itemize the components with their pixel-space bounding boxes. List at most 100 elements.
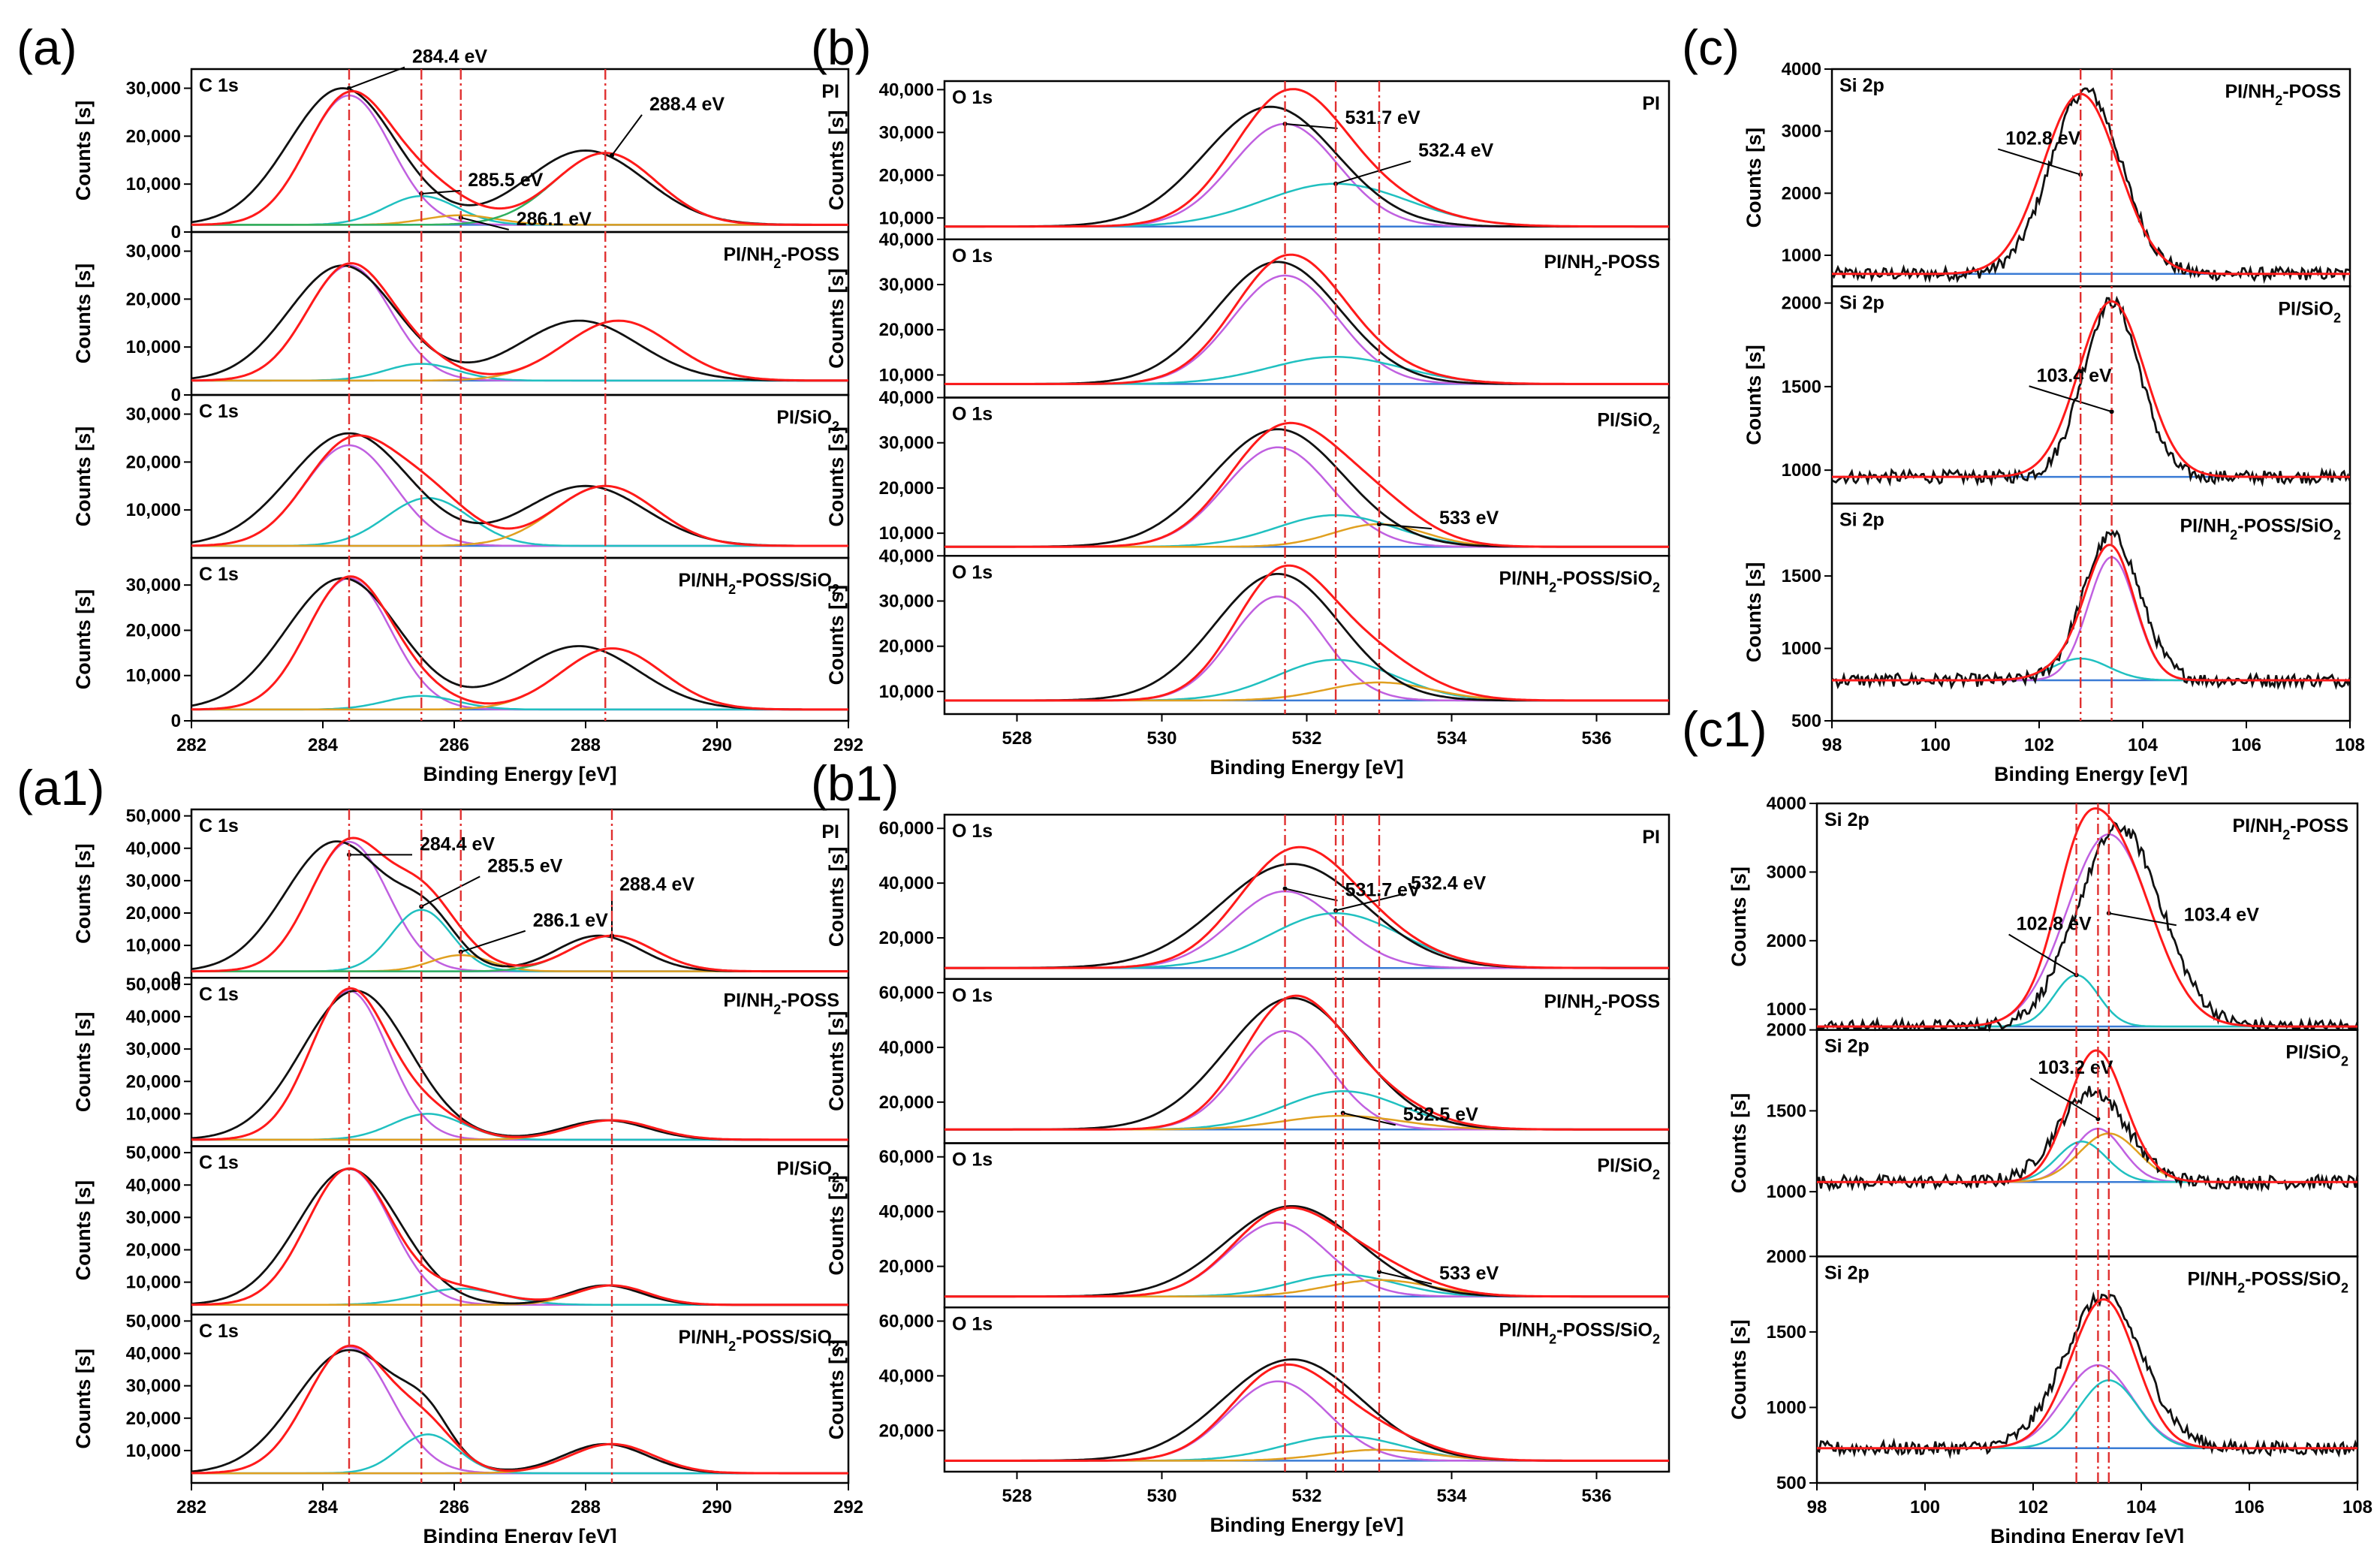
subplot-title: O 1s xyxy=(952,246,993,267)
subplot-title: Si 2p xyxy=(1839,510,1884,531)
y-axis-title: Counts [s] xyxy=(72,426,95,526)
sample-part: -POSS xyxy=(1601,252,1660,273)
subplot-title: C 1s xyxy=(199,1321,239,1342)
subplot-frame xyxy=(943,80,1671,240)
y-tick-label: 60,000 xyxy=(879,983,934,1003)
x-tick-label: 532 xyxy=(1291,728,1321,749)
sample-subscript: 2 xyxy=(1594,264,1601,279)
subplot: 0 10,000 20,000 30,000 40,000 50,000 Counts [s… xyxy=(72,806,850,988)
annotation-label: 286.1 eV xyxy=(533,910,608,931)
sample-part: PI/NH xyxy=(1499,1319,1549,1340)
y-tick-label: 1000 xyxy=(1782,639,1821,659)
y-tick-label: 10,000 xyxy=(879,208,934,228)
y-axis-title: Counts [s] xyxy=(72,843,95,943)
sample-subscript: 2 xyxy=(832,582,839,597)
y-tick-label: 2000 xyxy=(1782,183,1821,203)
y-tick-label: 20,000 xyxy=(126,903,181,924)
fit-peak-3 xyxy=(944,1114,1669,1131)
y-tick-label: 50,000 xyxy=(126,1143,181,1163)
raw-spectrum xyxy=(944,261,1669,385)
y-tick-label: 1000 xyxy=(1767,1397,1806,1418)
sample-label: PI xyxy=(821,821,839,842)
annotation-arrow xyxy=(420,875,481,908)
y-axis-title: Counts [s] xyxy=(825,1011,848,1111)
fit-envelope xyxy=(944,1363,1669,1462)
chart-a1: (a1) 0 10,000 20,000 30,000 40,000 50,000 Count… xyxy=(17,760,863,1543)
sample-subscript: 2 xyxy=(1549,1331,1556,1346)
sample-part: PI/NH xyxy=(1544,252,1595,273)
y-axis-title: Counts [s] xyxy=(1728,1319,1750,1419)
y-tick-label: 40,000 xyxy=(126,1344,181,1364)
fit-envelope xyxy=(1832,92,2350,276)
y-tick-label: 1000 xyxy=(1782,460,1821,481)
y-tick-label: 40,000 xyxy=(879,230,934,250)
y-axis-title: Counts [s] xyxy=(72,589,95,689)
annotation-label: 533 eV xyxy=(1439,508,1499,529)
annotation-arrow xyxy=(1335,160,1411,185)
x-tick-label: 530 xyxy=(1146,728,1176,749)
sample-label: PI/NH2-POSS xyxy=(724,990,840,1017)
x-tick-label: 104 xyxy=(2126,1497,2157,1517)
fit-envelope xyxy=(1817,1297,2357,1450)
raw-spectrum xyxy=(1831,295,2351,487)
y-axis-title: Counts [s] xyxy=(1728,1093,1750,1193)
y-tick-label: 10,000 xyxy=(126,1441,181,1461)
sample-label: PI/NH2-POSS/SiO2 xyxy=(2180,516,2341,543)
y-tick-label: 40,000 xyxy=(879,388,934,408)
x-tick-label: 290 xyxy=(702,735,732,755)
annotation-label: 285.5 eV xyxy=(487,855,562,876)
fit-peak-2 xyxy=(191,909,848,972)
y-tick-label: 20,000 xyxy=(879,165,934,185)
x-tick-label: 292 xyxy=(833,1497,863,1517)
sample-subscript: 2 xyxy=(1594,1003,1601,1018)
fit-peak-3 xyxy=(191,1284,848,1306)
y-tick-label: 10,000 xyxy=(879,523,934,544)
y-tick-label: 10,000 xyxy=(879,682,934,702)
fit-envelope xyxy=(944,88,1669,228)
y-tick-label: 30,000 xyxy=(126,405,181,425)
annotation-label: 284.4 eV xyxy=(420,833,495,854)
y-tick-label: 10,000 xyxy=(126,936,181,956)
subplot-frame xyxy=(190,1313,850,1484)
y-tick-label: 40,000 xyxy=(879,1366,934,1386)
y-tick-label: 2000 xyxy=(1767,931,1806,951)
y-tick-label: 2000 xyxy=(1782,294,1821,314)
annotation-label: 284.4 eV xyxy=(412,47,487,68)
x-tick-label: 98 xyxy=(1822,735,1842,755)
fit-peak-1 xyxy=(191,577,848,711)
raw-spectrum xyxy=(191,1349,848,1475)
annotation-arrow-head xyxy=(1282,886,1288,891)
subplot-title: O 1s xyxy=(952,1313,993,1334)
y-tick-label: 3000 xyxy=(1782,122,1821,142)
sample-label: PI/NH2-POSS/SiO2 xyxy=(1499,568,1660,595)
y-tick-label: 10,000 xyxy=(126,500,181,520)
fit-peak-2 xyxy=(1817,1379,2357,1449)
sample-label: PI/NH2-POSS xyxy=(2233,815,2349,842)
annotation-arrow-head xyxy=(2095,1117,2101,1122)
subplot: 10,000 20,000 30,000 40,000 Counts [s] O 1s PI… xyxy=(825,388,1671,557)
sample-label: PI/SiO2 xyxy=(776,407,839,434)
subplot-frame xyxy=(1815,1255,2359,1484)
y-tick-label: 500 xyxy=(1791,711,1821,731)
y-tick-label: 20,000 xyxy=(879,1421,934,1441)
fit-peak-2 xyxy=(944,182,1669,228)
sample-subscript: 2 xyxy=(1652,1168,1660,1183)
y-tick-label: 40,000 xyxy=(879,546,934,566)
sample-part: PI/SiO xyxy=(1597,1156,1652,1177)
y-tick-label: 0 xyxy=(171,385,181,405)
sample-label: PI/NH2-POSS xyxy=(1544,991,1661,1018)
sample-part: PI/NH xyxy=(678,1327,728,1348)
annotation-arrow xyxy=(1285,888,1338,902)
y-axis-title: Counts [s] xyxy=(825,1340,848,1439)
annotation-arrow-head xyxy=(1377,522,1381,527)
fit-envelope xyxy=(1832,544,2350,682)
fit-envelope xyxy=(944,1206,1669,1298)
y-tick-label: 1500 xyxy=(1782,377,1821,397)
y-tick-label: 30,000 xyxy=(126,1039,181,1059)
fit-peak-1 xyxy=(191,264,848,382)
y-tick-label: 40,000 xyxy=(879,1038,934,1058)
raw-spectrum xyxy=(944,996,1669,1131)
subplot-title: O 1s xyxy=(952,562,993,583)
x-tick-label: 282 xyxy=(176,735,206,755)
